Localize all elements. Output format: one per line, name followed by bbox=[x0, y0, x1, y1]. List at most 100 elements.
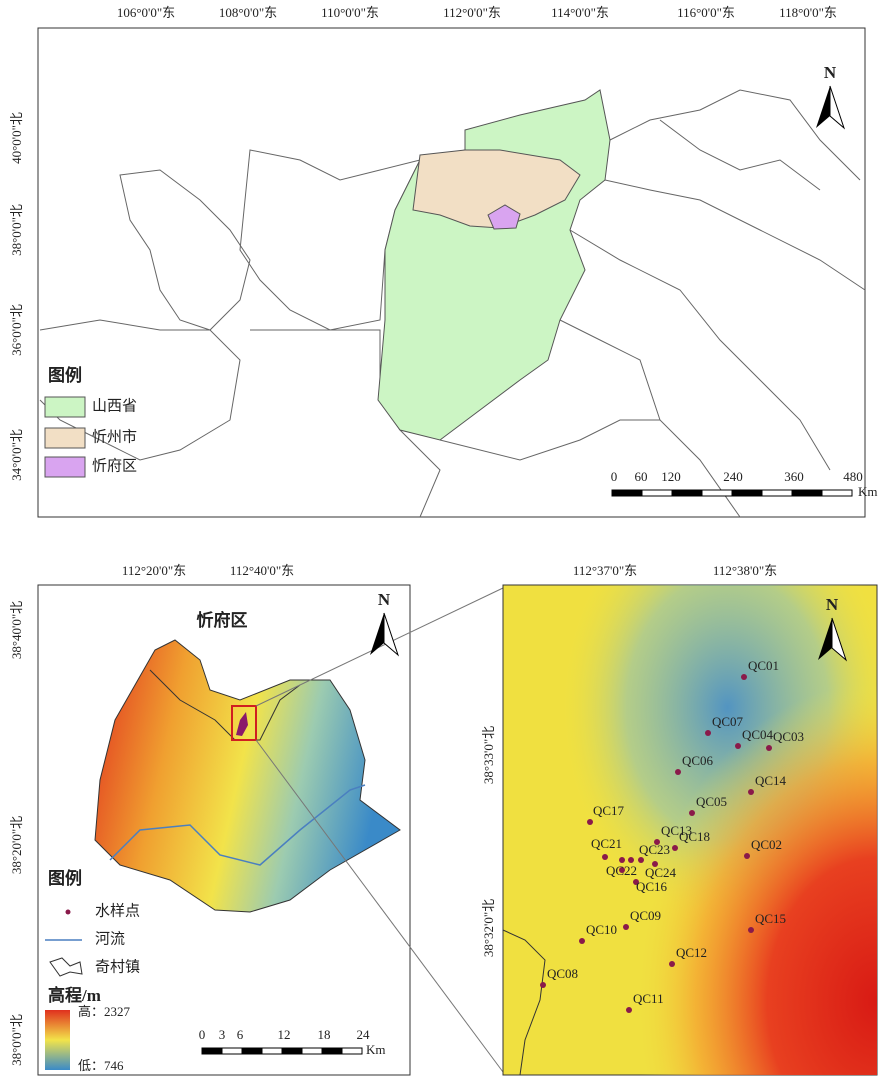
sample-label: QC09 bbox=[630, 908, 661, 923]
legend-ramp bbox=[45, 1010, 70, 1070]
sample-label: QC23 bbox=[639, 842, 670, 857]
scale-bar bbox=[341, 1047, 363, 1055]
town-boundary bbox=[502, 929, 546, 1076]
legend-title: 图例 bbox=[48, 365, 82, 385]
sample-point bbox=[619, 857, 625, 863]
longitude-label: 112°40'0"东 bbox=[230, 563, 294, 578]
sample-point bbox=[741, 674, 747, 680]
sample-point bbox=[672, 845, 678, 851]
sample-label: QC03 bbox=[773, 729, 804, 744]
sample-label: QC24 bbox=[645, 865, 677, 880]
sample-point bbox=[748, 789, 754, 795]
north-arrow bbox=[818, 618, 832, 660]
sample-label: QC17 bbox=[593, 803, 625, 818]
elevation-high bbox=[503, 585, 877, 1075]
sample-label: QC12 bbox=[676, 945, 707, 960]
sample-label: QC22 bbox=[606, 863, 637, 878]
sample-point bbox=[602, 854, 608, 860]
dem-area bbox=[94, 639, 401, 913]
sample-label: QC16 bbox=[636, 879, 668, 894]
scale-tick: 6 bbox=[237, 1027, 244, 1042]
legend-swatch bbox=[44, 456, 86, 478]
scale-unit: Km bbox=[366, 1042, 386, 1057]
longitude-label: 112°20'0"东 bbox=[122, 563, 186, 578]
scale-tick: 0 bbox=[611, 469, 618, 484]
scale-bar bbox=[321, 1047, 343, 1055]
sample-label: QC15 bbox=[755, 911, 786, 926]
legend-label: 高：2327 bbox=[78, 1004, 131, 1019]
legend-title: 高程/m bbox=[48, 985, 101, 1005]
sample-point bbox=[633, 879, 639, 885]
scale-tick: 18 bbox=[318, 1027, 331, 1042]
zoom-box bbox=[231, 705, 257, 741]
sample-point bbox=[748, 927, 754, 933]
sample-point bbox=[766, 745, 772, 751]
scale-bar bbox=[821, 489, 853, 497]
longitude-label: 112°0'0"东 bbox=[443, 5, 501, 20]
scale-bar bbox=[611, 489, 643, 497]
scale-tick: 24 bbox=[357, 1027, 371, 1042]
sample-label: QC01 bbox=[748, 658, 779, 673]
sample-label: QC07 bbox=[712, 714, 744, 729]
longitude-label: 108°0'0"东 bbox=[219, 5, 277, 20]
map-title: 忻府区 bbox=[197, 610, 248, 630]
sample-point bbox=[652, 861, 658, 867]
legend-swatch bbox=[44, 427, 86, 449]
legend-label: 河流 bbox=[95, 930, 125, 947]
latitude-label: 40°0'0"北 bbox=[9, 112, 24, 164]
scale-tick: 480 bbox=[843, 469, 863, 484]
sample-point bbox=[735, 743, 741, 749]
sample-cluster bbox=[236, 712, 248, 736]
sample-label: QC18 bbox=[679, 829, 710, 844]
sample-point bbox=[689, 810, 695, 816]
scale-bar bbox=[641, 489, 673, 497]
scale-bar bbox=[261, 1047, 283, 1055]
latitude-label: 38°40'0"北 bbox=[9, 601, 24, 659]
sample-point bbox=[705, 730, 711, 736]
north-arrow bbox=[829, 85, 846, 130]
latitude-label: 38°20'0"北 bbox=[9, 816, 24, 874]
sample-point bbox=[744, 853, 750, 859]
scale-bar bbox=[731, 489, 763, 497]
connector bbox=[255, 587, 504, 707]
longitude-label: 118°0'0"东 bbox=[779, 5, 837, 20]
river bbox=[109, 784, 366, 866]
legend-town bbox=[49, 957, 83, 977]
scale-bar bbox=[281, 1047, 303, 1055]
north-arrow bbox=[831, 617, 848, 662]
north-label: N bbox=[824, 63, 837, 82]
legend-label: 水样点 bbox=[95, 902, 140, 919]
scale-bar bbox=[221, 1047, 243, 1055]
latitude-label: 38°0'0"北 bbox=[9, 1014, 24, 1066]
sample-label: QC08 bbox=[547, 966, 578, 981]
longitude-label: 110°0'0"东 bbox=[321, 5, 379, 20]
sample-point bbox=[675, 769, 681, 775]
legend-label: 奇村镇 bbox=[95, 958, 140, 975]
north-label: N bbox=[378, 590, 391, 609]
scale-tick: 0 bbox=[199, 1027, 206, 1042]
scale-bar bbox=[791, 489, 823, 497]
longitude-label: 116°0'0"东 bbox=[677, 5, 735, 20]
sample-label: QC05 bbox=[696, 794, 727, 809]
scale-tick: 120 bbox=[661, 469, 681, 484]
latitude-label: 38°0'0"北 bbox=[9, 204, 24, 256]
sample-label: QC10 bbox=[586, 922, 617, 937]
scale-unit: Km bbox=[858, 484, 878, 499]
legend-title: 图例 bbox=[48, 868, 82, 888]
sample-label: QC13 bbox=[661, 823, 692, 838]
sample-point bbox=[579, 938, 585, 944]
longitude-label: 112°37'0"东 bbox=[573, 563, 637, 578]
scale-tick: 60 bbox=[635, 469, 648, 484]
boundaries bbox=[39, 89, 866, 518]
sample-point bbox=[669, 961, 675, 967]
sample-label: QC14 bbox=[755, 773, 787, 788]
scale-bar bbox=[671, 489, 703, 497]
connector bbox=[255, 739, 504, 1073]
legend-label: 忻州市 bbox=[92, 428, 137, 445]
longitude-label: 106°0'0"东 bbox=[117, 5, 175, 20]
legend-point bbox=[65, 909, 71, 915]
sample-label: QC11 bbox=[633, 991, 664, 1006]
longitude-label: 114°0'0"东 bbox=[551, 5, 609, 20]
scale-tick: 3 bbox=[219, 1027, 226, 1042]
